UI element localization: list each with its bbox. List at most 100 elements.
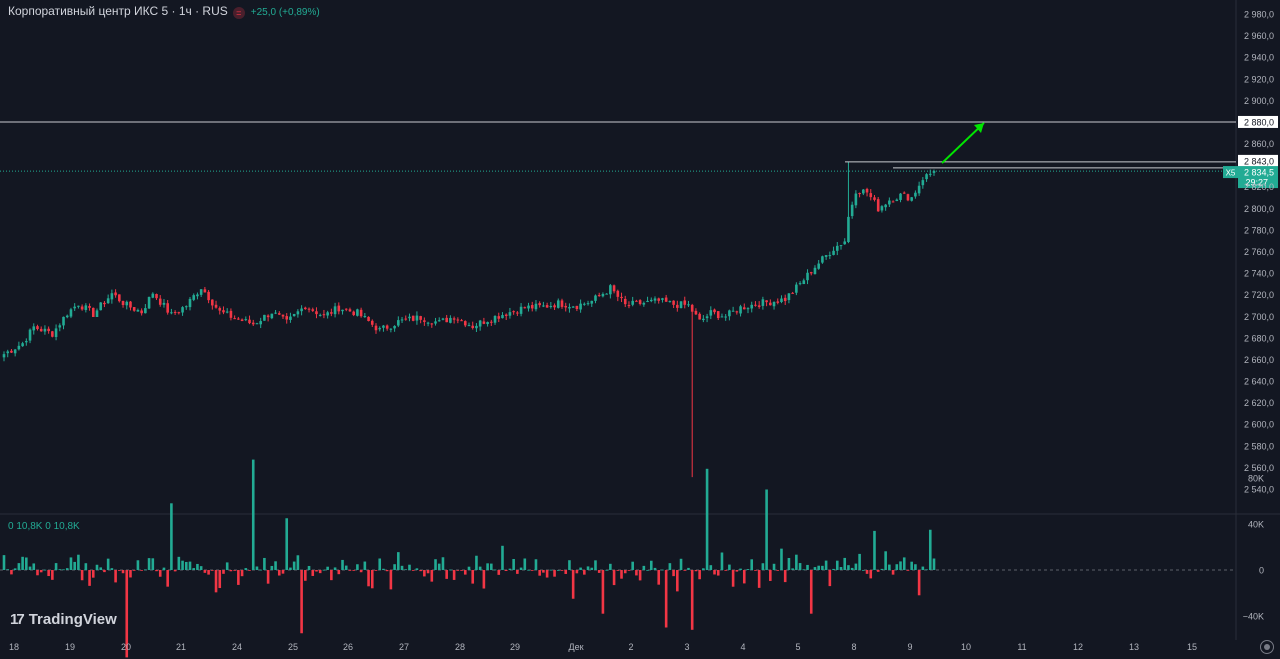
volume-bar xyxy=(73,561,76,570)
candle-body xyxy=(289,316,292,320)
volume-bar xyxy=(151,558,155,570)
price-tick-label: 2 900,0 xyxy=(1244,96,1274,106)
candle-body xyxy=(73,306,76,309)
candle-body xyxy=(776,301,780,303)
volume-bar xyxy=(17,563,21,570)
volume-bar xyxy=(828,570,832,587)
candle-body xyxy=(393,326,396,329)
volume-bar xyxy=(921,566,925,570)
candle-body xyxy=(661,298,664,300)
volume-bar xyxy=(363,561,367,570)
price-tick-label: 2 720,0 xyxy=(1244,290,1274,300)
volume-bar xyxy=(330,570,333,581)
price-tick-label: 2 700,0 xyxy=(1244,312,1274,322)
candle-body xyxy=(475,325,478,329)
candle-body xyxy=(843,241,847,245)
volume-bar xyxy=(910,561,913,570)
volume-bar xyxy=(731,570,735,587)
volume-bar xyxy=(493,569,497,571)
candle-body xyxy=(158,298,162,305)
candle-body xyxy=(742,307,746,310)
candle-body xyxy=(467,325,471,327)
volume-bar xyxy=(28,566,32,570)
volume-bar xyxy=(121,570,125,574)
candle-body xyxy=(921,180,925,186)
candle-body xyxy=(668,301,672,303)
volume-bar xyxy=(728,564,731,570)
settings-icon[interactable] xyxy=(1260,640,1274,654)
candle-body xyxy=(259,321,262,325)
candle-body xyxy=(426,322,430,324)
candle-body xyxy=(337,305,341,312)
volume-bar xyxy=(25,557,28,570)
logo-text: TradingView xyxy=(28,611,117,628)
volume-bar xyxy=(348,570,352,571)
candle-body xyxy=(419,316,422,320)
equals-icon[interactable]: = xyxy=(232,7,245,19)
volume-bar xyxy=(702,568,705,570)
volume-bar xyxy=(106,558,110,570)
volume-bar xyxy=(653,567,657,570)
price-tick-label: 2 680,0 xyxy=(1244,333,1274,343)
candle-body xyxy=(657,298,661,301)
candle-body xyxy=(891,201,895,203)
candle-body xyxy=(765,300,768,303)
volume-bar xyxy=(423,570,426,577)
candle-body xyxy=(248,319,251,324)
candle-body xyxy=(441,318,445,320)
volume-bar xyxy=(184,561,188,570)
target-arrow xyxy=(941,122,985,164)
candle-body xyxy=(519,306,523,314)
volume-bar xyxy=(266,570,270,584)
candle-body xyxy=(545,305,549,308)
candle-body xyxy=(13,349,17,354)
volume-bar xyxy=(385,570,389,572)
candle-body xyxy=(884,204,887,208)
candle-body xyxy=(705,316,709,319)
candle-body xyxy=(192,295,196,300)
candle-body xyxy=(285,316,289,320)
volume-bar xyxy=(199,566,203,570)
candle-body xyxy=(731,310,735,312)
volume-bar xyxy=(713,570,716,575)
volume-bar xyxy=(103,570,106,573)
candle-body xyxy=(211,299,214,306)
volume-bar xyxy=(854,563,858,570)
volume-bar xyxy=(858,553,861,570)
symbol-tag xyxy=(1223,166,1238,179)
candle-body xyxy=(490,321,493,323)
price-tick-label: 2 760,0 xyxy=(1244,247,1274,257)
volume-bar xyxy=(638,570,642,581)
volume-tick-label: −80K xyxy=(1243,658,1264,659)
candle-body xyxy=(99,302,103,311)
candle-body xyxy=(311,309,315,311)
time-tick-label: 20 xyxy=(121,642,131,652)
candle-body xyxy=(914,192,917,197)
candle-body xyxy=(270,313,274,319)
volume-bar xyxy=(661,569,664,571)
candle-body xyxy=(724,316,727,318)
price-tick-label: 2 800,0 xyxy=(1244,204,1274,214)
volume-bar xyxy=(47,570,50,577)
volume-bar xyxy=(382,568,385,570)
candle-body xyxy=(523,307,527,309)
candle-body xyxy=(780,298,783,303)
price-tick-label: 2 940,0 xyxy=(1244,53,1274,63)
tradingview-logo[interactable]: 17 TradingView xyxy=(10,611,117,628)
volume-bar xyxy=(806,564,809,570)
volume-bar xyxy=(847,565,850,570)
volume-bar xyxy=(36,570,39,576)
volume-bar xyxy=(471,570,475,584)
candle-body xyxy=(463,321,467,326)
volume-bar xyxy=(337,570,341,575)
candle-body xyxy=(330,312,333,314)
volume-bar xyxy=(77,554,80,570)
volume-bar xyxy=(333,567,337,570)
candle-body xyxy=(497,316,501,319)
candle-body xyxy=(136,309,140,312)
volume-bar xyxy=(556,569,560,571)
candle-body xyxy=(199,289,203,295)
candle-body xyxy=(6,351,10,354)
volume-bar xyxy=(237,570,240,585)
